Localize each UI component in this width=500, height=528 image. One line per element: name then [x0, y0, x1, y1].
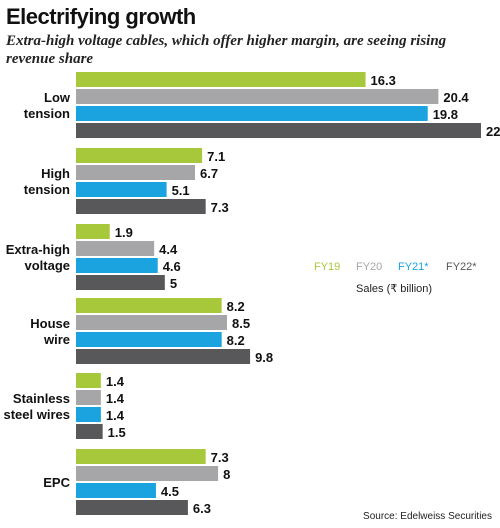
data-label: 1.4 — [106, 391, 125, 406]
bar — [76, 500, 188, 515]
data-label: 6.7 — [200, 166, 218, 181]
chart-subtitle: Extra-high voltage cables, which offer h… — [6, 33, 447, 67]
data-label: 4.4 — [159, 242, 178, 257]
bar — [76, 89, 439, 104]
data-label: 4.6 — [163, 259, 181, 274]
category-label: Stainless — [13, 391, 70, 406]
data-label: 4.5 — [161, 484, 179, 499]
legend-entry: FY20 — [356, 261, 382, 273]
bar — [76, 332, 222, 347]
data-label: 5 — [170, 276, 177, 291]
category-label: tension — [24, 182, 70, 197]
bar — [76, 424, 103, 439]
data-label: 1.9 — [115, 225, 133, 240]
data-label: 22.8 — [486, 124, 500, 139]
legend-entry: FY22* — [446, 261, 477, 273]
category-label: wire — [43, 332, 70, 347]
data-label: 19.8 — [433, 107, 458, 122]
data-label: 1.5 — [108, 425, 126, 440]
data-label: 8.2 — [227, 299, 245, 314]
category-groups: Lowtension16.320.419.822.8Hightension7.1… — [4, 72, 500, 516]
data-label: 6.3 — [193, 501, 211, 516]
bar — [76, 483, 156, 498]
bar — [76, 390, 101, 405]
bar — [76, 466, 219, 481]
chart-title: Electrifying growth — [6, 4, 196, 29]
bar — [76, 373, 101, 388]
category-label: High — [41, 166, 70, 181]
bar — [76, 123, 481, 138]
category-label: Low — [44, 90, 71, 105]
category-label: voltage — [24, 258, 70, 273]
category-label: Extra-high — [6, 242, 70, 257]
category-label: tension — [24, 106, 70, 121]
legend-entry: FY19 — [314, 261, 340, 273]
category-label: EPC — [43, 475, 70, 490]
data-label: 8 — [223, 467, 230, 482]
data-label: 1.4 — [106, 374, 125, 389]
source-note: Source: Edelweiss Securities — [363, 511, 492, 522]
legend-entry: FY21* — [398, 261, 429, 273]
category-label: House — [30, 316, 70, 331]
data-label: 7.3 — [211, 450, 229, 465]
bar — [76, 298, 222, 313]
bar — [76, 148, 203, 163]
bar — [76, 315, 227, 330]
bar — [76, 258, 158, 273]
data-label: 8.2 — [227, 333, 245, 348]
data-label: 7.1 — [207, 149, 225, 164]
bar — [76, 449, 206, 464]
bar — [76, 199, 206, 214]
data-label: 5.1 — [172, 183, 190, 198]
bar — [76, 182, 167, 197]
category-group: EPC 7.3 8 4.5 6.3 — [43, 449, 230, 516]
data-label: 16.3 — [371, 73, 396, 88]
data-label: 7.3 — [211, 200, 229, 215]
bar — [76, 275, 165, 290]
bar — [76, 349, 251, 364]
bar — [76, 165, 196, 180]
bar — [76, 72, 366, 87]
legend-unit-label: Sales (₹ billion) — [356, 283, 432, 295]
category-label: steel wires — [4, 407, 71, 422]
data-label: 20.4 — [443, 90, 469, 105]
bar — [76, 106, 428, 121]
data-label: 9.8 — [255, 350, 273, 365]
bar — [76, 224, 110, 239]
data-label: 1.4 — [106, 408, 125, 423]
data-label: 8.5 — [232, 316, 250, 331]
legend: FY19 FY20 FY21* FY22* Sales (₹ billion) — [314, 261, 477, 295]
bar — [76, 407, 101, 422]
bar — [76, 241, 155, 256]
